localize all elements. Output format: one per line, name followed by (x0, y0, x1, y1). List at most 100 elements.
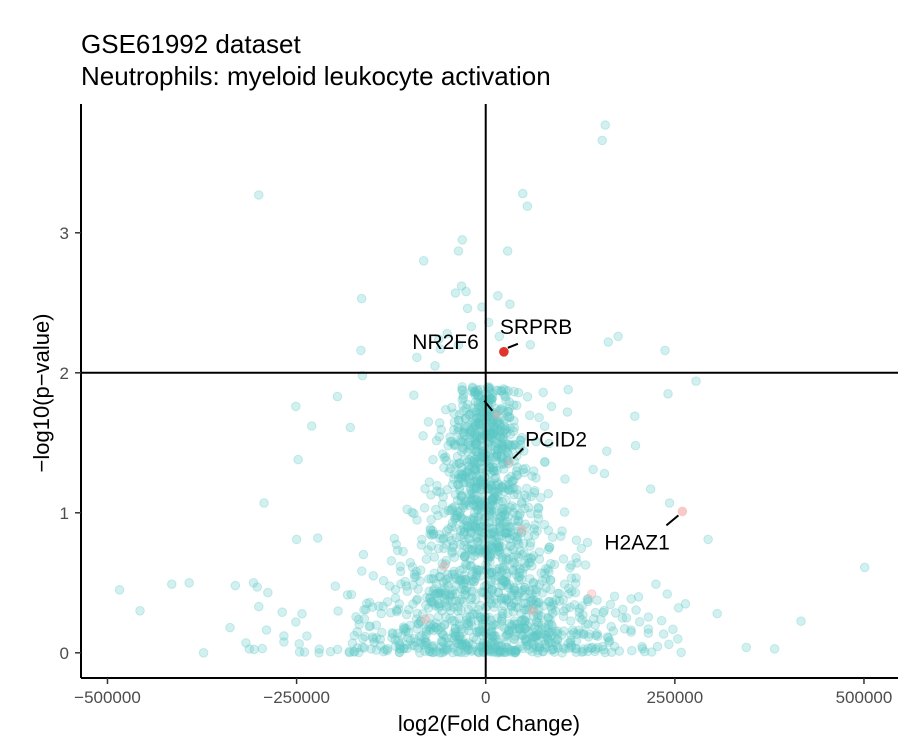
data-point (464, 429, 475, 440)
data-point (652, 641, 663, 652)
data-point (487, 493, 498, 504)
data-point (469, 418, 479, 429)
data-point (441, 526, 452, 537)
data-point (520, 585, 530, 595)
data-point (452, 638, 462, 649)
data-point (581, 619, 591, 630)
data-point (522, 392, 533, 402)
data-point (471, 501, 482, 512)
data-point (443, 440, 453, 451)
data-point (509, 386, 519, 397)
data-point (473, 533, 484, 543)
data-point (553, 643, 563, 653)
data-point (458, 406, 469, 416)
data-point (488, 631, 498, 641)
data-point (550, 626, 561, 637)
data-point (525, 592, 535, 603)
data-point (421, 624, 432, 634)
data-point (499, 576, 509, 586)
data-point (462, 430, 473, 441)
data-point (392, 628, 403, 639)
data-point (526, 638, 536, 648)
data-point (506, 587, 517, 598)
data-point (428, 454, 438, 465)
data-point (498, 464, 509, 474)
data-point (486, 411, 497, 421)
data-point (604, 637, 614, 648)
data-point (538, 646, 548, 657)
data-point (390, 584, 401, 595)
data-point (421, 554, 432, 565)
data-point (496, 386, 507, 396)
data-point (454, 631, 464, 642)
data-point (492, 450, 502, 461)
data-point (460, 575, 471, 585)
data-point (455, 473, 466, 483)
data-point (503, 483, 513, 494)
data-point (592, 595, 602, 606)
data-point (513, 387, 524, 398)
data-point (475, 565, 485, 576)
data-point (405, 557, 416, 568)
data-point (466, 321, 477, 332)
data-point (455, 531, 466, 542)
data-point (464, 435, 475, 445)
data-point (521, 483, 532, 494)
data-point (479, 611, 490, 622)
data-point (346, 589, 357, 600)
data-point (493, 587, 504, 598)
data-point (536, 568, 546, 578)
data-point (433, 543, 444, 554)
data-point (462, 521, 472, 531)
data-point (527, 646, 538, 657)
data-point (514, 575, 524, 586)
data-point (437, 636, 447, 647)
data-point (425, 523, 436, 534)
data-point (503, 449, 514, 460)
data-point (438, 492, 449, 502)
data-point (443, 531, 454, 542)
data-point (599, 605, 610, 616)
data-point (354, 647, 364, 658)
data-point (515, 435, 526, 446)
data-point (421, 600, 431, 610)
data-point (508, 557, 518, 568)
data-point (495, 432, 506, 443)
data-point (509, 619, 520, 629)
data-point (456, 511, 466, 522)
data-point (459, 585, 470, 595)
data-point (502, 517, 512, 527)
data-point (578, 610, 588, 620)
data-point (486, 506, 497, 516)
data-point (602, 632, 613, 642)
data-point (508, 552, 519, 563)
data-point (460, 590, 471, 600)
data-point (547, 604, 557, 615)
data-point (479, 540, 490, 551)
data-point (415, 616, 426, 627)
data-point (553, 588, 563, 599)
data-point (405, 620, 415, 631)
data-point (407, 507, 417, 518)
data-point (389, 533, 400, 544)
data-point (473, 512, 484, 522)
data-point (498, 503, 508, 514)
data-point (412, 515, 422, 525)
data-point (367, 632, 378, 642)
data-point (496, 581, 507, 591)
data-point (533, 617, 544, 628)
data-point (680, 599, 691, 609)
data-point (489, 527, 500, 537)
data-point (563, 583, 574, 594)
data-point (418, 256, 429, 266)
data-point (574, 612, 585, 623)
data-point (493, 430, 504, 440)
data-point (470, 436, 481, 446)
data-point (501, 571, 512, 582)
data-point (520, 634, 531, 644)
data-point (458, 626, 469, 637)
data-point (493, 479, 504, 490)
data-point (463, 437, 473, 448)
data-point (598, 644, 609, 655)
data-point (496, 443, 507, 454)
